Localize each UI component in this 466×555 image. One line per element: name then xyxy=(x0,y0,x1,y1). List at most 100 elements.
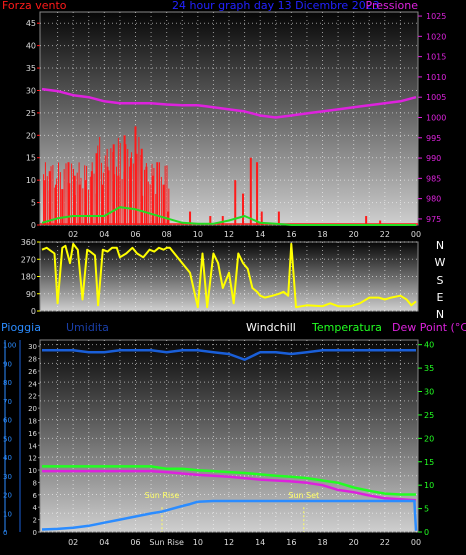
pressure-tick-label: 1005 xyxy=(426,93,446,102)
mid-tick-label: 22 xyxy=(28,393,37,401)
direction-tick-label: 180 xyxy=(21,273,36,282)
time-tick-label: 08 xyxy=(162,230,172,239)
wind-speed-bar xyxy=(151,175,154,225)
mid-tick-label: 18 xyxy=(28,418,37,426)
wind-speed-bar xyxy=(151,163,153,225)
direction-tick-label: 0 xyxy=(31,307,36,316)
wind-speed-bar xyxy=(189,211,192,225)
wind-speed-bar xyxy=(63,169,65,225)
wind-speed-bar xyxy=(365,216,368,225)
wind-tick-label: 30 xyxy=(26,86,36,95)
rain-tick-label: 40 xyxy=(3,454,12,462)
pressure-tick-label: 1020 xyxy=(426,32,446,41)
wind-speed-bar xyxy=(112,144,115,225)
mid-tick-label: 4 xyxy=(33,504,38,512)
wind-speed-bar xyxy=(73,175,76,225)
wind-speed-bar xyxy=(56,178,58,225)
wind-speed-bar xyxy=(132,163,134,225)
wind-speed-bar xyxy=(166,165,168,225)
wind-speed-bar xyxy=(65,163,67,225)
wind-speed-bar xyxy=(136,153,138,225)
dewpoint-line xyxy=(42,469,417,502)
wind-speed-bar xyxy=(277,211,280,225)
mid-tick-label: 12 xyxy=(28,455,37,463)
time-tick-label: Sun Rise xyxy=(149,538,184,547)
compass-label: S xyxy=(437,274,444,287)
wind-speed-bar xyxy=(134,170,136,225)
wind-speed-bar xyxy=(125,144,127,225)
wind-speed-bar xyxy=(379,220,382,225)
wind-speed-bar xyxy=(123,171,125,225)
wind-speed-bar xyxy=(157,173,159,225)
wind-axis-label: Forza vento xyxy=(2,0,67,12)
rain-tick-label: 80 xyxy=(3,379,12,387)
wind-speed-bar xyxy=(54,187,56,225)
wind-speed-bar xyxy=(221,216,224,225)
pressure-line xyxy=(41,87,417,119)
legend-humidity: Umidita xyxy=(66,321,109,334)
direction-tick-label: 270 xyxy=(21,255,36,264)
rain-tick-label: 100 xyxy=(3,342,16,350)
pressure-axis-label: Pressione xyxy=(366,0,419,12)
compass-label: E xyxy=(437,291,444,304)
time-tick-label: 10 xyxy=(193,538,203,547)
temperature-tick-label: 25 xyxy=(424,411,434,420)
time-tick-label: 12 xyxy=(224,538,234,547)
rain-tick-label: 10 xyxy=(3,510,12,518)
wind-speed-bar xyxy=(80,177,82,225)
pressure-tick-label: 975 xyxy=(426,215,441,224)
time-tick-label: 06 xyxy=(130,538,140,547)
legend-rain: Pioggia xyxy=(1,321,41,334)
wind-speed-bar xyxy=(93,173,95,225)
legend-temperature: Temperatura xyxy=(311,321,382,334)
pressure-tick-label: 995 xyxy=(426,134,441,143)
wind-tick-label: 15 xyxy=(26,154,36,163)
wind-speed-bar xyxy=(67,182,69,225)
time-tick-label: 16 xyxy=(286,538,296,547)
temperature-line xyxy=(42,465,416,496)
mid-tick-label: 20 xyxy=(28,405,37,413)
wind-tick-label: 40 xyxy=(26,42,36,51)
time-tick-label: 20 xyxy=(349,230,359,239)
wind-speed-bar xyxy=(101,184,104,225)
wind-tick-label: 35 xyxy=(26,64,36,73)
rain-tick-label: 20 xyxy=(3,492,12,500)
mid-tick-label: 16 xyxy=(28,430,37,438)
wind-speed-bar xyxy=(46,176,48,225)
wind-speed-bar xyxy=(242,193,245,225)
wind-speed-bar xyxy=(43,174,45,225)
time-tick-label: 22 xyxy=(380,230,390,239)
wind-direction-line xyxy=(41,242,417,309)
wind-speed-bar xyxy=(110,148,112,225)
mid-tick-label: 8 xyxy=(33,479,37,487)
wind-speed-bar xyxy=(127,149,129,225)
wind-speed-bar xyxy=(91,162,93,225)
wind-speed-bar xyxy=(153,168,155,225)
time-tick-label: 06 xyxy=(130,230,140,239)
time-tick-label: 02 xyxy=(68,230,78,239)
wind-speed-bar xyxy=(86,165,88,225)
wind-speed-bar xyxy=(129,157,132,225)
wind-speed-bar xyxy=(97,145,99,225)
temperature-tick-label: 10 xyxy=(424,481,434,490)
wind-speed-bar xyxy=(95,193,97,225)
compass-label: W xyxy=(435,256,446,269)
wind-speed-bar xyxy=(147,181,149,225)
wind-speed-bar xyxy=(121,179,123,225)
compass-label: N xyxy=(436,239,444,252)
wind-speed-bar xyxy=(61,195,63,225)
wind-speed-bar xyxy=(87,189,89,225)
mid-tick-label: 24 xyxy=(28,380,37,388)
wind-speed-bar xyxy=(112,151,114,225)
wind-speed-bar xyxy=(234,180,237,225)
time-tick-label: 04 xyxy=(99,538,109,547)
wind-speed-bar xyxy=(101,162,103,225)
temperature-tick-label: 35 xyxy=(424,364,434,373)
temperature-tick-label: 30 xyxy=(424,388,434,397)
wind-speed-bar xyxy=(44,162,46,225)
mid-tick-label: 10 xyxy=(28,467,37,475)
time-tick-label: 00 xyxy=(411,230,421,239)
mid-tick-label: 0 xyxy=(33,529,37,537)
chart-title: 24 hour graph day 13 Dicembre 2023 xyxy=(172,0,380,12)
